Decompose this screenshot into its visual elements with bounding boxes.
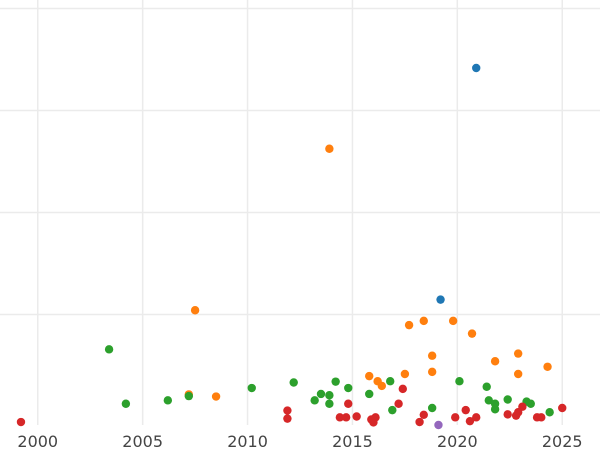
scatter-point xyxy=(352,412,361,421)
scatter-point xyxy=(344,399,353,408)
x-tick-label: 2025 xyxy=(542,432,583,450)
scatter-point xyxy=(526,399,535,408)
scatter-point xyxy=(419,316,428,326)
scatter-point xyxy=(211,392,221,401)
scatter-point xyxy=(455,377,464,386)
scatter-point xyxy=(325,399,334,408)
scatter-point xyxy=(184,391,194,401)
scatter-point xyxy=(472,413,481,422)
x-tick-label: 2015 xyxy=(332,432,373,450)
scatter-point xyxy=(310,396,319,405)
scatter-point xyxy=(427,351,437,360)
scatter-point xyxy=(503,410,512,419)
x-tick-label: 2000 xyxy=(17,432,58,450)
scatter-point xyxy=(558,403,567,413)
scatter-point xyxy=(543,362,552,371)
scatter-point xyxy=(325,391,334,400)
scatter-point xyxy=(316,389,326,399)
grid-layer xyxy=(0,0,600,425)
scatter-point xyxy=(104,345,114,354)
scatter-point xyxy=(518,402,527,411)
scatter-point xyxy=(490,357,500,366)
scatter-point xyxy=(16,417,26,427)
scatter-point xyxy=(400,369,410,379)
scatter-point xyxy=(467,329,477,338)
points-layer xyxy=(16,63,567,430)
scatter-point xyxy=(465,416,475,426)
x-tick-label: 2010 xyxy=(227,432,268,450)
scatter-point xyxy=(388,405,397,415)
scatter-point xyxy=(289,378,298,387)
scatter-point xyxy=(482,382,491,391)
scatter-point xyxy=(341,413,351,422)
scatter-point xyxy=(335,413,345,422)
scatter-point xyxy=(503,395,512,404)
scatter-point xyxy=(325,144,334,153)
scatter-point xyxy=(451,413,460,422)
scatter-point xyxy=(365,371,374,381)
scatter-point xyxy=(419,410,428,419)
scatter-point xyxy=(427,403,437,413)
scatter-point xyxy=(394,399,403,408)
scatter-point xyxy=(331,377,340,386)
scatter-point xyxy=(436,295,445,304)
scatter-point xyxy=(404,320,414,330)
scatter-point xyxy=(427,367,437,377)
scatter-point xyxy=(190,306,200,315)
scatter-point xyxy=(461,405,470,415)
scatter-point xyxy=(490,399,500,408)
scatter-point xyxy=(365,389,374,399)
scatter-point xyxy=(484,396,494,405)
scatter-point xyxy=(398,384,407,394)
scatter-point xyxy=(283,414,292,423)
scatter-point xyxy=(371,413,380,422)
scatter-point xyxy=(472,63,481,73)
scatter-point xyxy=(434,420,443,430)
scatter-point xyxy=(283,406,292,415)
scatter-point xyxy=(163,396,173,405)
scatter-point xyxy=(344,383,353,393)
scatter-point xyxy=(537,413,546,422)
x-tick-label: 2005 xyxy=(122,432,163,450)
scatter-point xyxy=(513,369,523,379)
x-tick-label: 2020 xyxy=(437,432,478,450)
scatter-point xyxy=(513,349,523,358)
scatter-point xyxy=(121,399,131,408)
x-axis-ticks: 2000 2005 2010 2015 2020 2025 xyxy=(17,432,582,450)
scatter-point xyxy=(377,381,387,391)
scatter-point xyxy=(448,316,458,326)
scatter-point xyxy=(545,408,554,417)
scatter-point xyxy=(247,383,256,393)
scatter-point xyxy=(415,417,424,427)
scatter-point xyxy=(386,377,395,386)
